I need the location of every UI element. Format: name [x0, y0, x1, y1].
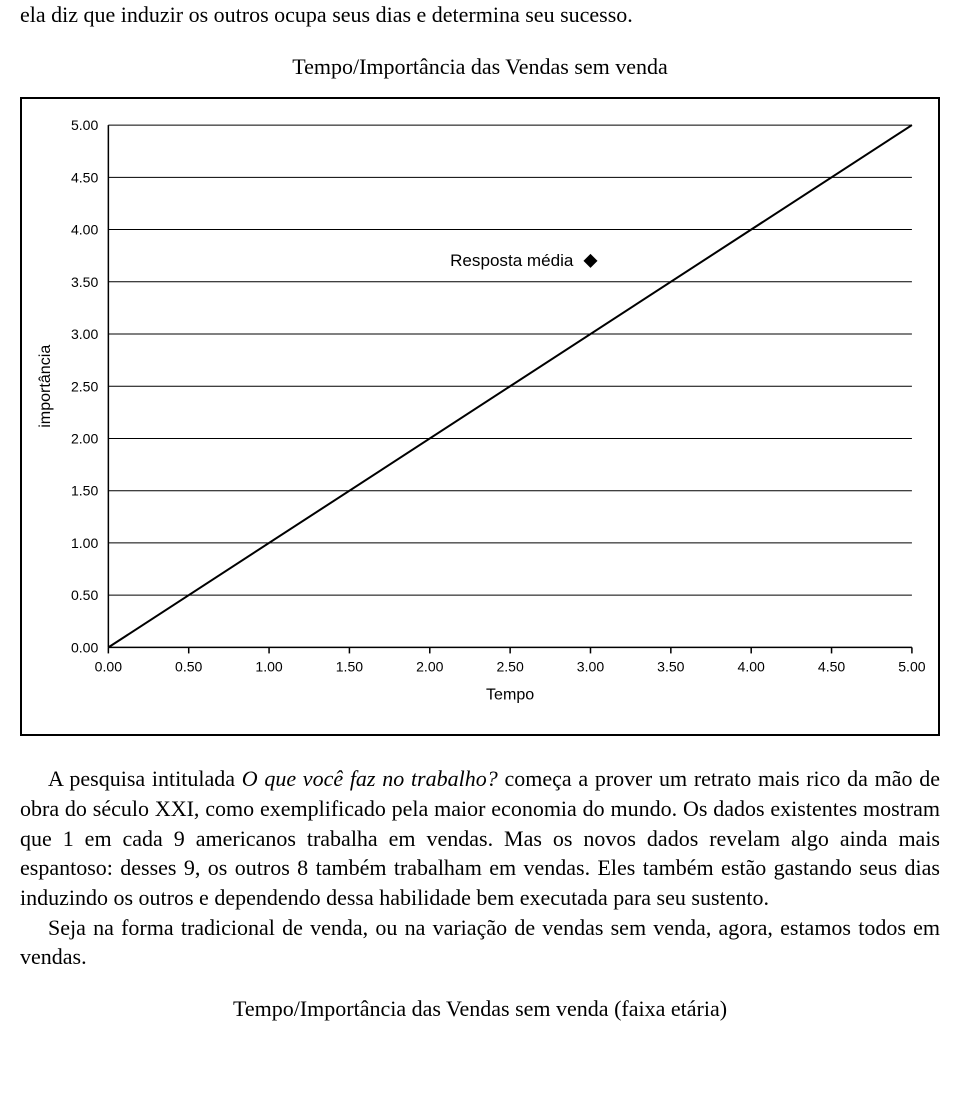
svg-text:0.50: 0.50	[175, 659, 203, 675]
svg-text:1.50: 1.50	[71, 483, 99, 499]
svg-text:0.00: 0.00	[95, 659, 123, 675]
svg-text:3.00: 3.00	[577, 659, 605, 675]
svg-text:4.50: 4.50	[818, 659, 846, 675]
svg-text:4.50: 4.50	[71, 170, 99, 186]
svg-text:3.50: 3.50	[71, 274, 99, 290]
svg-text:4.00: 4.00	[71, 222, 99, 238]
svg-text:3.50: 3.50	[657, 659, 685, 675]
svg-text:2.00: 2.00	[71, 431, 99, 447]
chart-container: 0.00 0.50 1.00 1.50 2.00 2.50 3.00 3.50 4.00 4.50…	[20, 97, 940, 736]
svg-text:3.00: 3.00	[71, 326, 99, 342]
svg-text:1.00: 1.00	[71, 535, 99, 551]
body-text-a: A pesquisa intitulada	[48, 766, 242, 791]
line-chart: 0.00 0.50 1.00 1.50 2.00 2.50 3.00 3.50 4.00 4.50…	[28, 105, 932, 728]
svg-text:2.50: 2.50	[496, 659, 524, 675]
intro-paragraph: ela diz que induzir os outros ocupa seus…	[20, 0, 940, 30]
svg-text:4.00: 4.00	[738, 659, 766, 675]
svg-text:importância: importância	[36, 345, 54, 428]
svg-text:5.00: 5.00	[898, 659, 926, 675]
svg-text:2.50: 2.50	[71, 379, 99, 395]
chart2-title: Tempo/Importância das Vendas sem venda (…	[20, 994, 940, 1024]
svg-text:0.00: 0.00	[71, 640, 99, 656]
svg-text:5.00: 5.00	[71, 117, 99, 133]
svg-text:1.50: 1.50	[336, 659, 364, 675]
chart-title: Tempo/Importância das Vendas sem venda	[20, 52, 940, 82]
body-paragraph-2: Seja na forma tradicional de venda, ou n…	[20, 913, 940, 972]
svg-text:Resposta média: Resposta média	[450, 251, 574, 270]
svg-text:1.00: 1.00	[255, 659, 283, 675]
body-text-italic: O que você faz no trabalho?	[242, 766, 498, 791]
svg-text:2.00: 2.00	[416, 659, 444, 675]
svg-text:0.50: 0.50	[71, 588, 99, 604]
body-paragraph-1: A pesquisa intitulada O que você faz no …	[20, 764, 940, 912]
svg-text:Tempo: Tempo	[486, 686, 534, 704]
